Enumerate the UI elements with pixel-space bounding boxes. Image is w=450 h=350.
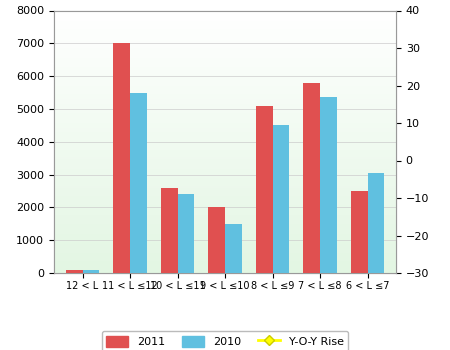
Bar xyxy=(320,97,337,273)
Bar xyxy=(256,106,273,273)
Bar xyxy=(303,83,320,273)
Bar xyxy=(225,224,242,273)
Bar xyxy=(130,92,147,273)
Legend: 2011, 2010, Y-O-Y Rise: 2011, 2010, Y-O-Y Rise xyxy=(102,331,348,350)
Bar xyxy=(351,191,368,273)
Bar xyxy=(161,188,177,273)
Bar xyxy=(177,194,194,273)
Bar xyxy=(113,43,130,273)
Bar xyxy=(66,270,82,273)
Bar xyxy=(273,125,289,273)
Bar xyxy=(208,207,225,273)
Bar xyxy=(82,270,99,273)
Bar xyxy=(368,173,384,273)
